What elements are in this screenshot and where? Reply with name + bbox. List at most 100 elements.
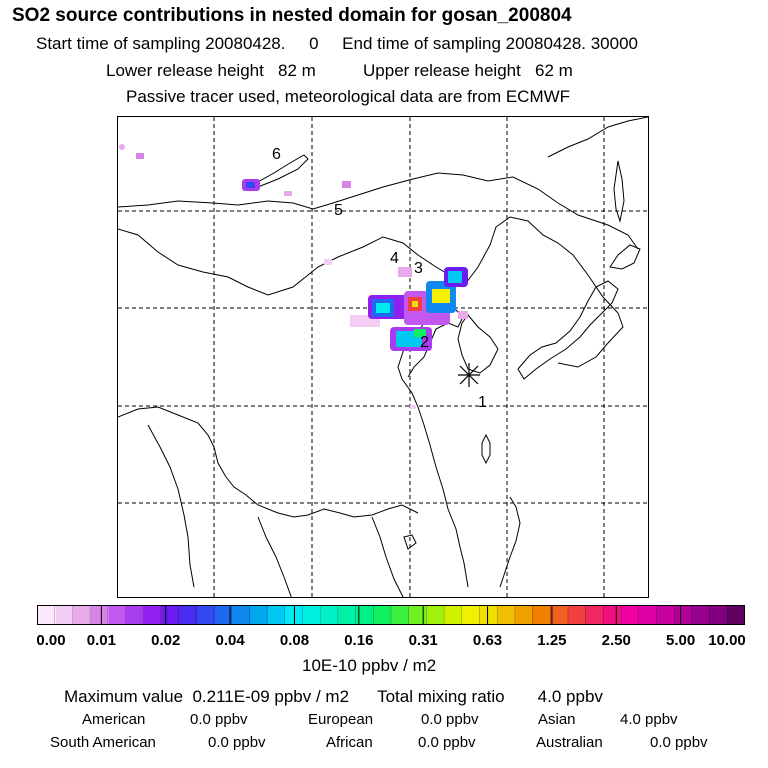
colorbar-tick-label: 2.50	[601, 632, 631, 649]
concentration-cell	[136, 153, 144, 159]
concentration-cell	[342, 181, 351, 188]
contribution-value: 0.0 ppbv	[190, 711, 248, 728]
colorbar-swatch	[267, 606, 286, 624]
colorbar-swatch	[585, 606, 603, 624]
colorbar-unit-label: 10E-10 ppbv / m2	[302, 656, 437, 675]
sakhalin-coast	[613, 160, 625, 223]
concentration-cell	[398, 267, 412, 277]
philippines-coast	[499, 496, 521, 588]
colorbar-tick-label: 5.00	[666, 632, 696, 649]
colorbar-tick-label: 1.25	[537, 632, 567, 649]
colorbar-tick-label: 0.02	[151, 632, 181, 649]
colorbar-tick-label: 0.00	[36, 632, 66, 649]
sampling-time-line: Start time of sampling 20080428. 0 End t…	[36, 34, 638, 53]
colorbar-swatch	[179, 606, 197, 624]
region-label-1: 1	[478, 394, 487, 411]
concentration-cell	[432, 289, 450, 303]
contribution-name: Australian	[536, 734, 603, 751]
colorbar-swatch	[638, 606, 656, 624]
concentration-field	[119, 144, 468, 409]
india-border	[147, 424, 195, 588]
colorbar-tick-label: 0.08	[279, 632, 310, 649]
japan-coast	[517, 280, 619, 380]
contribution-name: American	[82, 711, 146, 728]
colorbar-swatch	[655, 606, 674, 624]
colorbar-swatch	[73, 606, 91, 624]
colorbar-swatch	[461, 606, 480, 624]
colorbar-swatch	[620, 606, 639, 624]
colorbar-swatch	[514, 606, 533, 624]
colorbar-swatch	[161, 606, 180, 624]
colorbar-swatch	[708, 606, 727, 624]
colorbar-swatch	[391, 606, 409, 624]
concentration-cell	[458, 311, 468, 319]
map-canvas: 1 2 3 4 5 6	[118, 117, 648, 597]
korea-coast	[457, 314, 499, 374]
mongolia-border	[118, 228, 464, 296]
colorbar-swatch	[726, 606, 745, 624]
region-label-2: 2	[420, 334, 429, 351]
colorbar-swatch	[214, 606, 233, 624]
plot-title: SO2 source contributions in nested domai…	[12, 5, 572, 26]
hokkaido-coast	[609, 244, 641, 270]
concentration-cell	[324, 259, 332, 265]
max-value-line: Maximum value 0.211E-09 ppbv / m2 Total …	[64, 687, 603, 706]
colorbar-swatch	[38, 606, 56, 624]
concentration-cell	[376, 303, 390, 313]
colorbar-swatch	[426, 606, 445, 624]
colorbar-swatch	[373, 606, 392, 624]
colorbar-swatch	[691, 606, 709, 624]
colorbar-swatch	[143, 606, 162, 624]
region-label-4: 4	[390, 250, 399, 267]
south-border	[118, 406, 419, 518]
colorbar-tick-label: 0.31	[408, 632, 438, 649]
colorbar-tick-label: 0.01	[86, 632, 116, 649]
colorbar-swatch	[196, 606, 215, 624]
russia-border	[118, 172, 639, 250]
colorbar-swatch	[550, 606, 568, 624]
colorbar-swatch	[479, 606, 498, 624]
colorbar-swatch	[567, 606, 586, 624]
okhotsk-coast	[547, 117, 648, 158]
concentration-cell	[414, 329, 426, 337]
colorbar-swatch	[497, 606, 515, 624]
colorbar-swatch	[126, 606, 144, 624]
colorbar-swatch	[532, 606, 551, 624]
colorbar-tick-label: 0.63	[472, 632, 503, 649]
region-label-6: 6	[272, 146, 281, 163]
colorbar-swatch	[320, 606, 339, 624]
region-label-5: 5	[334, 202, 343, 219]
colorbar-swatch	[90, 606, 109, 624]
myanmar-border	[257, 516, 292, 597]
vietnam-border	[371, 516, 404, 597]
colorbar-swatch	[355, 606, 374, 624]
colorbar-swatch	[444, 606, 462, 624]
map-boundaries	[118, 117, 648, 597]
concentration-cell	[412, 301, 418, 307]
concentration-cell	[246, 182, 255, 188]
colorbar-swatch	[603, 606, 621, 624]
contribution-name: Asian	[538, 711, 576, 728]
colorbar-tick-label: 0.04	[215, 632, 245, 649]
contribution-name: African	[326, 734, 373, 751]
region-label-3: 3	[414, 260, 423, 277]
colorbar-swatch	[285, 606, 303, 624]
release-height-line: Lower release height 82 m Upper release …	[106, 61, 573, 80]
concentration-cell	[119, 144, 125, 150]
contribution-name: European	[308, 711, 374, 728]
concentration-cell	[448, 271, 462, 283]
contribution-value: 0.0 ppbv	[650, 734, 708, 751]
colorbar-swatch	[249, 606, 268, 624]
contribution-value: 4.0 ppbv	[620, 711, 678, 728]
contribution-value: 0.0 ppbv	[421, 711, 479, 728]
colorbar-swatch	[55, 606, 74, 624]
map-gridlines	[118, 117, 648, 597]
colorbar-tick-label: 0.16	[344, 632, 374, 649]
map-panel: 1 2 3 4 5 6	[117, 116, 649, 598]
colorbar-swatch	[232, 606, 250, 624]
colorbar	[37, 605, 745, 625]
colorbar-swatch	[108, 606, 127, 624]
contribution-name: South American	[50, 734, 156, 751]
colorbar-tick-label: 10.00	[708, 632, 746, 649]
lake-baikal	[255, 154, 309, 188]
